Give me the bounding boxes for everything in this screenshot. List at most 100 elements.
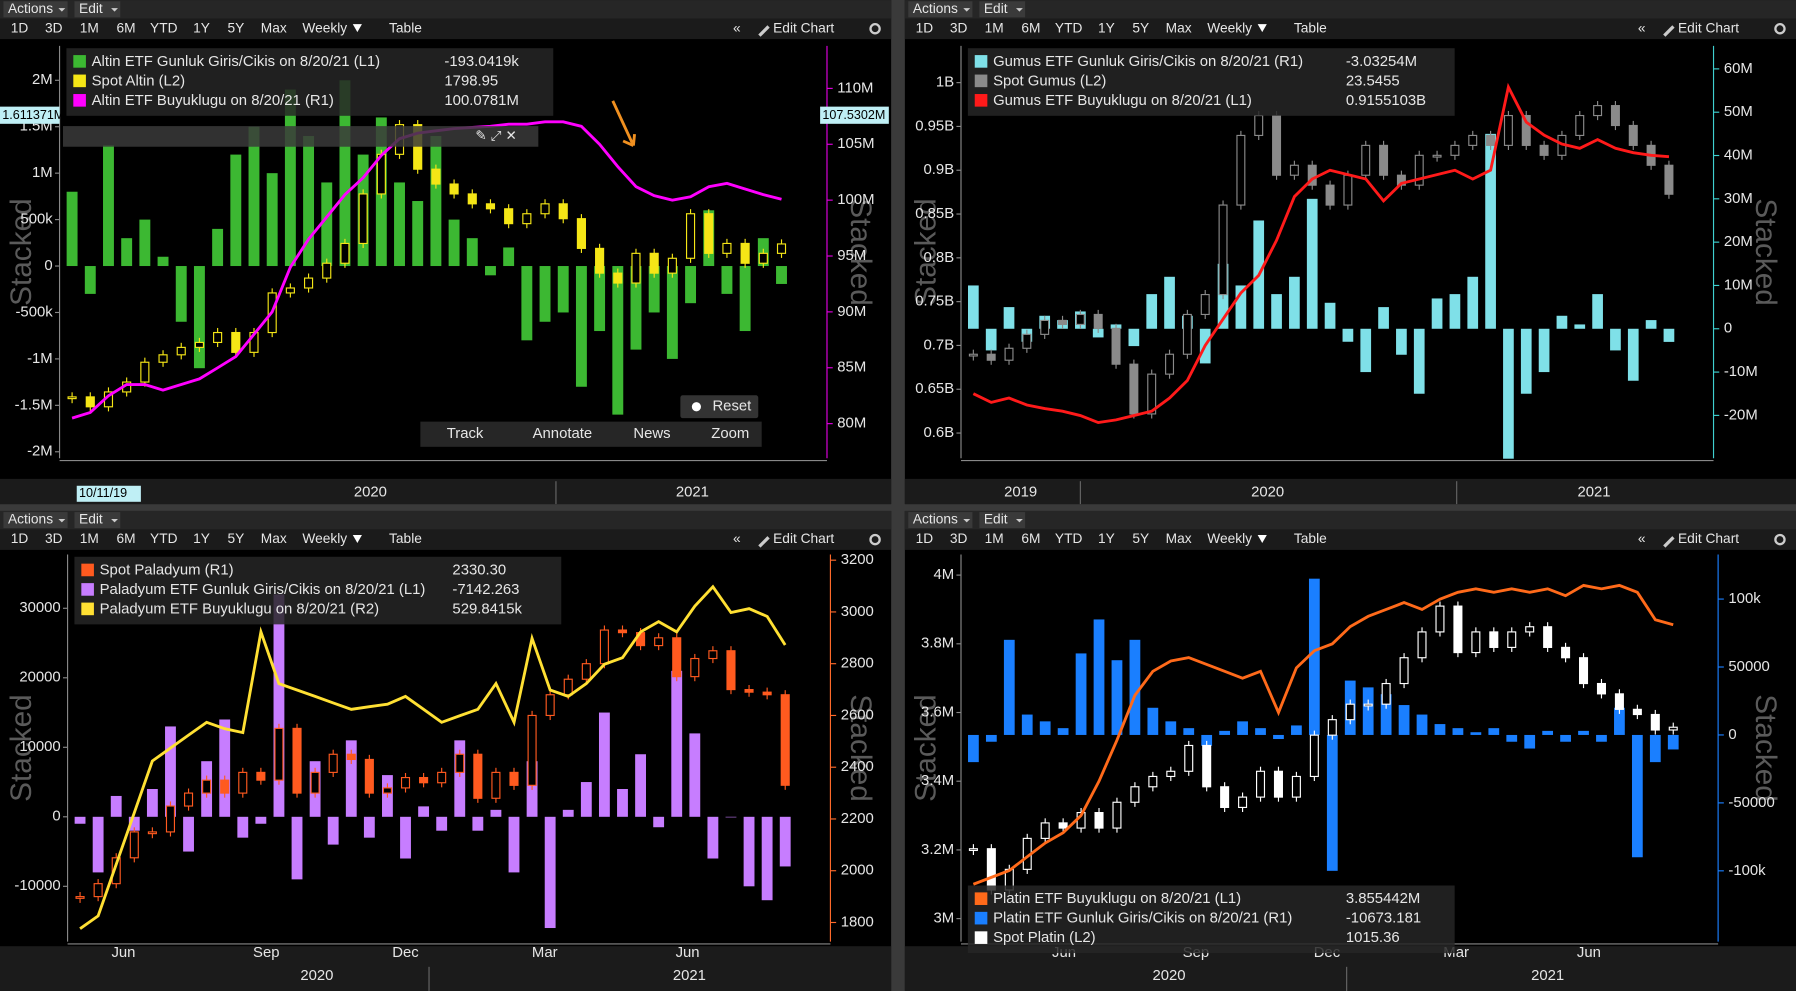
y2-tick-label: -100k <box>1728 863 1766 879</box>
candle-body <box>473 753 483 799</box>
range-button[interactable]: 3D <box>45 20 63 35</box>
pencil-icon <box>1663 25 1675 37</box>
range-button[interactable]: 1M <box>985 20 1004 35</box>
range-button[interactable]: Max <box>261 531 287 546</box>
legend-value: -7142.263 <box>452 582 519 598</box>
menu-button[interactable] <box>908 1 973 18</box>
menu-label[interactable]: Edit <box>984 512 1008 527</box>
flow-bar <box>1289 276 1300 329</box>
range-button[interactable]: 1D <box>916 531 934 546</box>
range-button[interactable]: 1D <box>916 20 934 35</box>
candle-body <box>303 277 314 289</box>
range-button[interactable]: 1M <box>80 531 99 546</box>
range-button[interactable]: 5Y <box>228 531 245 546</box>
settings-icon[interactable] <box>1774 533 1786 546</box>
menu-label[interactable]: Actions <box>8 1 53 16</box>
frequency-button[interactable]: Weekly <box>1207 531 1252 546</box>
candle-body <box>93 883 103 898</box>
menu-button[interactable] <box>979 512 1026 529</box>
range-button[interactable]: 3D <box>950 531 968 546</box>
menu-label[interactable]: Actions <box>913 512 958 527</box>
settings-icon[interactable] <box>869 533 881 546</box>
menu-label[interactable]: Actions <box>8 512 53 527</box>
frequency-button[interactable]: Weekly <box>302 531 347 546</box>
range-button[interactable]: 6M <box>116 20 135 35</box>
x-tick-label: 2020 <box>354 485 387 501</box>
range-button[interactable]: YTD <box>150 20 178 35</box>
tool-button[interactable]: Zoom <box>711 426 749 442</box>
range-button[interactable]: 5Y <box>1132 20 1149 35</box>
frequency-button[interactable]: Weekly <box>302 20 347 35</box>
flow-bar <box>1449 294 1461 329</box>
edit-chart-button[interactable]: Edit Chart <box>1678 531 1739 546</box>
menu-caret <box>58 518 66 523</box>
candle-body <box>220 779 230 794</box>
range-button[interactable]: YTD <box>150 531 178 546</box>
range-button[interactable]: 1Y <box>193 20 210 35</box>
menu-button[interactable] <box>3 1 68 18</box>
menu-label[interactable]: Edit <box>984 1 1008 16</box>
collapse-icon: « <box>1638 20 1646 35</box>
range-button[interactable]: 1D <box>11 531 29 546</box>
menu-bg <box>0 510 892 530</box>
range-button[interactable]: 6M <box>116 531 135 546</box>
range-button[interactable]: 1M <box>80 20 99 35</box>
flow-bar <box>345 740 357 817</box>
range-button[interactable]: Max <box>1166 531 1192 546</box>
menu-button[interactable] <box>74 512 121 529</box>
y2-tick-label: 50M <box>1724 104 1753 120</box>
candle-body <box>467 193 477 205</box>
pencil-icon <box>1663 536 1675 548</box>
flow-bar <box>1524 734 1536 749</box>
flow-bar <box>1092 328 1104 338</box>
reset-button[interactable] <box>680 395 759 419</box>
range-button[interactable]: 3D <box>950 20 968 35</box>
menu-button[interactable] <box>908 512 973 529</box>
settings-icon[interactable] <box>1774 23 1786 35</box>
table-button[interactable]: Table <box>1294 20 1327 35</box>
tool-button[interactable]: Annotate <box>533 426 593 442</box>
range-button[interactable]: 6M <box>1021 20 1040 35</box>
table-button[interactable]: Table <box>1294 531 1327 546</box>
menu-label[interactable]: Actions <box>913 1 958 16</box>
range-button[interactable]: 5Y <box>1132 531 1149 546</box>
legend-box <box>967 885 1455 954</box>
range-button[interactable]: 1Y <box>193 531 210 546</box>
candle-body <box>437 771 447 784</box>
range-button[interactable]: 6M <box>1021 531 1040 546</box>
range-button[interactable]: 1M <box>985 531 1004 546</box>
range-button[interactable]: YTD <box>1055 531 1083 546</box>
candle-body <box>328 753 338 773</box>
candle-body <box>238 771 248 794</box>
menu-label[interactable]: Edit <box>79 512 103 527</box>
edit-chart-button[interactable]: Edit Chart <box>1678 20 1739 35</box>
reset-label[interactable]: Reset <box>712 399 752 415</box>
menu-button[interactable] <box>74 1 121 18</box>
legend-tools-icons: ✎ ⤢ ✕ <box>475 128 517 143</box>
table-button[interactable]: Table <box>389 531 422 546</box>
tool-button[interactable]: Track <box>447 426 484 442</box>
range-button[interactable]: YTD <box>1055 20 1083 35</box>
menu-label[interactable]: Edit <box>79 1 103 16</box>
range-button[interactable]: 3D <box>45 531 63 546</box>
frequency-button[interactable]: Weekly <box>1207 20 1252 35</box>
edit-chart-button[interactable]: Edit Chart <box>773 531 834 546</box>
range-button[interactable]: 1Y <box>1098 531 1115 546</box>
candle-body <box>776 243 787 254</box>
flow-bar <box>110 795 122 817</box>
range-button[interactable]: 1Y <box>1098 20 1115 35</box>
range-button[interactable]: 5Y <box>228 20 245 35</box>
menu-button[interactable] <box>3 512 68 529</box>
range-button[interactable]: 1D <box>11 20 29 35</box>
x-tick-label: Sep <box>253 945 279 961</box>
range-button[interactable]: Max <box>1166 20 1192 35</box>
settings-icon[interactable] <box>869 23 881 35</box>
y2-tick-label: -50000 <box>1728 795 1774 811</box>
flow-bar <box>248 126 260 267</box>
menu-button[interactable] <box>979 1 1026 18</box>
candle-body <box>708 650 718 660</box>
edit-chart-button[interactable]: Edit Chart <box>773 20 834 35</box>
range-button[interactable]: Max <box>261 20 287 35</box>
table-button[interactable]: Table <box>389 20 422 35</box>
tool-button[interactable]: News <box>633 426 670 442</box>
